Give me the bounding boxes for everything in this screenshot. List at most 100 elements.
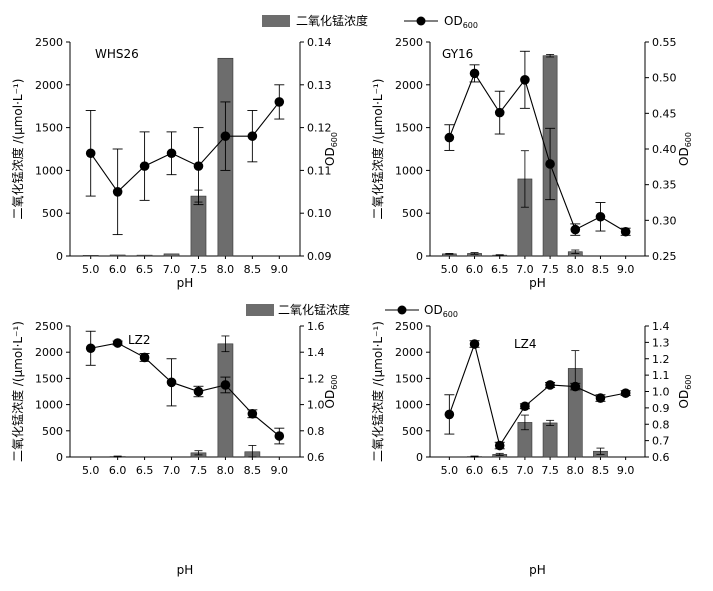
x-tick-label: 8.5	[592, 263, 610, 276]
y-left-tick-label: 1000	[35, 164, 63, 177]
y-right-tick-label: 0.25	[652, 250, 677, 263]
line-point	[444, 132, 455, 143]
y-left-tick-label: 2500	[395, 36, 423, 49]
y-right-tick-label: 0.14	[307, 36, 332, 49]
line-point	[620, 226, 631, 237]
y-right-tick-label: 1.3	[652, 336, 670, 349]
legend-bar-swatch	[246, 304, 274, 316]
y-left-tick-label: 0	[416, 250, 423, 263]
line-point	[247, 131, 258, 141]
y-right-tick-label: 1.1	[652, 369, 670, 382]
y-right-tick-label: 0.45	[652, 107, 677, 120]
legend-line-marker	[416, 16, 426, 26]
x-tick-label: 7.0	[516, 263, 534, 276]
y-right-tick-label: 1.2	[652, 353, 670, 366]
x-axis-label: pH	[529, 276, 546, 290]
line-point	[85, 148, 96, 159]
panel-title: GY16	[442, 47, 473, 61]
y-left-tick-label: 1500	[35, 372, 63, 385]
legend-line-label: OD600	[444, 14, 478, 30]
y-left-tick-label: 1000	[395, 164, 423, 177]
line-point	[570, 381, 581, 392]
x-tick-label: 6.0	[466, 263, 484, 276]
line-point	[444, 409, 455, 420]
x-tick-label: 7.5	[190, 263, 208, 276]
x-tick-label: 5.0	[441, 263, 459, 276]
y-right-tick-label: 0.10	[307, 207, 332, 220]
x-tick-label: 7.0	[516, 464, 534, 477]
bar	[217, 343, 234, 458]
line-point	[494, 107, 505, 118]
x-tick-label: 8.5	[244, 464, 262, 477]
y-right-tick-label: 0.11	[307, 164, 332, 177]
line-point	[274, 97, 285, 107]
line-point	[139, 352, 150, 363]
x-tick-label: 6.5	[136, 263, 154, 276]
line-point	[520, 75, 530, 85]
y-left-tick-label: 2000	[395, 79, 423, 92]
legend-middle: 二氧化锰浓度 OD600	[246, 302, 458, 319]
line-point	[247, 408, 258, 419]
line-point	[274, 431, 285, 441]
y-axis-left-label: 二氧化锰浓度 /(μmol·L⁻¹)	[370, 79, 385, 220]
line-point	[595, 211, 606, 222]
panel-title: WHS26	[95, 47, 139, 61]
x-tick-label: 8.0	[217, 464, 235, 477]
x-tick-label: 5.0	[82, 464, 100, 477]
y-axis-right-label: OD600	[323, 132, 339, 166]
line-point	[520, 401, 530, 412]
x-tick-label: 6.5	[491, 263, 509, 276]
y-left-tick-label: 2000	[395, 346, 423, 359]
y-left-tick-label: 1000	[35, 399, 63, 412]
chart-panel-gy16: 0 500 1000 1500 2000 2500 0.25 0.30 0.35 0.40 0.45…	[370, 36, 693, 290]
x-tick-label: 8.5	[592, 464, 610, 477]
y-axis-left-label: 二氧化锰浓度 /(μmol·L⁻¹)	[10, 79, 25, 220]
od-line	[448, 72, 626, 233]
chart-panel-whs26: 0 500 1000 1500 2000 2500 0.09 0.10 0.11 0.12 0.13…	[10, 36, 339, 290]
y-left-tick-label: 500	[42, 207, 63, 220]
y-right-tick-label: 0.13	[307, 79, 332, 92]
legend-line-marker	[397, 305, 407, 315]
line-point	[469, 68, 480, 79]
y-right-tick-label: 0.9	[652, 402, 670, 415]
y-left-tick-label: 2000	[35, 79, 63, 92]
y-left-tick-label: 500	[402, 207, 423, 220]
y-right-tick-label: 0.30	[652, 214, 677, 227]
y-left-tick-label: 0	[416, 451, 423, 464]
y-left-tick-label: 0	[56, 250, 63, 263]
y-right-tick-label: 0.6	[652, 451, 670, 464]
y-right-tick-label: 0.8	[652, 418, 670, 431]
y-left-tick-label: 2500	[35, 36, 63, 49]
y-right-tick-label: 1.6	[307, 320, 325, 333]
line-point	[220, 131, 231, 141]
line-point	[112, 187, 123, 197]
legend-bar-label: 二氧化锰浓度	[278, 302, 350, 317]
x-tick-label: 6.0	[109, 464, 127, 477]
x-tick-label: 7.0	[163, 464, 181, 477]
y-left-tick-label: 1500	[395, 372, 423, 385]
x-tick-label: 5.0	[441, 464, 459, 477]
x-tick-label: 8.0	[567, 464, 585, 477]
line-point	[494, 440, 505, 451]
y-right-tick-label: 0.7	[652, 435, 670, 448]
x-tick-label: 7.5	[541, 263, 559, 276]
y-right-tick-label: 0.09	[307, 250, 332, 263]
y-left-tick-label: 2500	[35, 320, 63, 333]
x-tick-label: 6.5	[491, 464, 509, 477]
y-right-tick-label: 1.4	[652, 320, 670, 333]
x-tick-label: 7.0	[163, 263, 181, 276]
x-tick-label: 9.0	[617, 263, 635, 276]
legend-top: 二氧化锰浓度 OD600	[262, 13, 478, 30]
x-tick-label: 7.5	[541, 464, 559, 477]
x-tick-label: 9.0	[617, 464, 635, 477]
line-point	[570, 224, 581, 235]
y-axis-right-label: OD600	[323, 375, 339, 409]
line-point	[193, 386, 204, 397]
line-point	[545, 159, 555, 169]
y-axis-left-label: 二氧化锰浓度 /(μmol·L⁻¹)	[10, 321, 25, 462]
y-right-tick-label: 0.55	[652, 36, 677, 49]
line-point	[139, 161, 150, 171]
y-right-tick-label: 0.8	[307, 425, 325, 438]
legend-bar-swatch	[262, 15, 290, 27]
